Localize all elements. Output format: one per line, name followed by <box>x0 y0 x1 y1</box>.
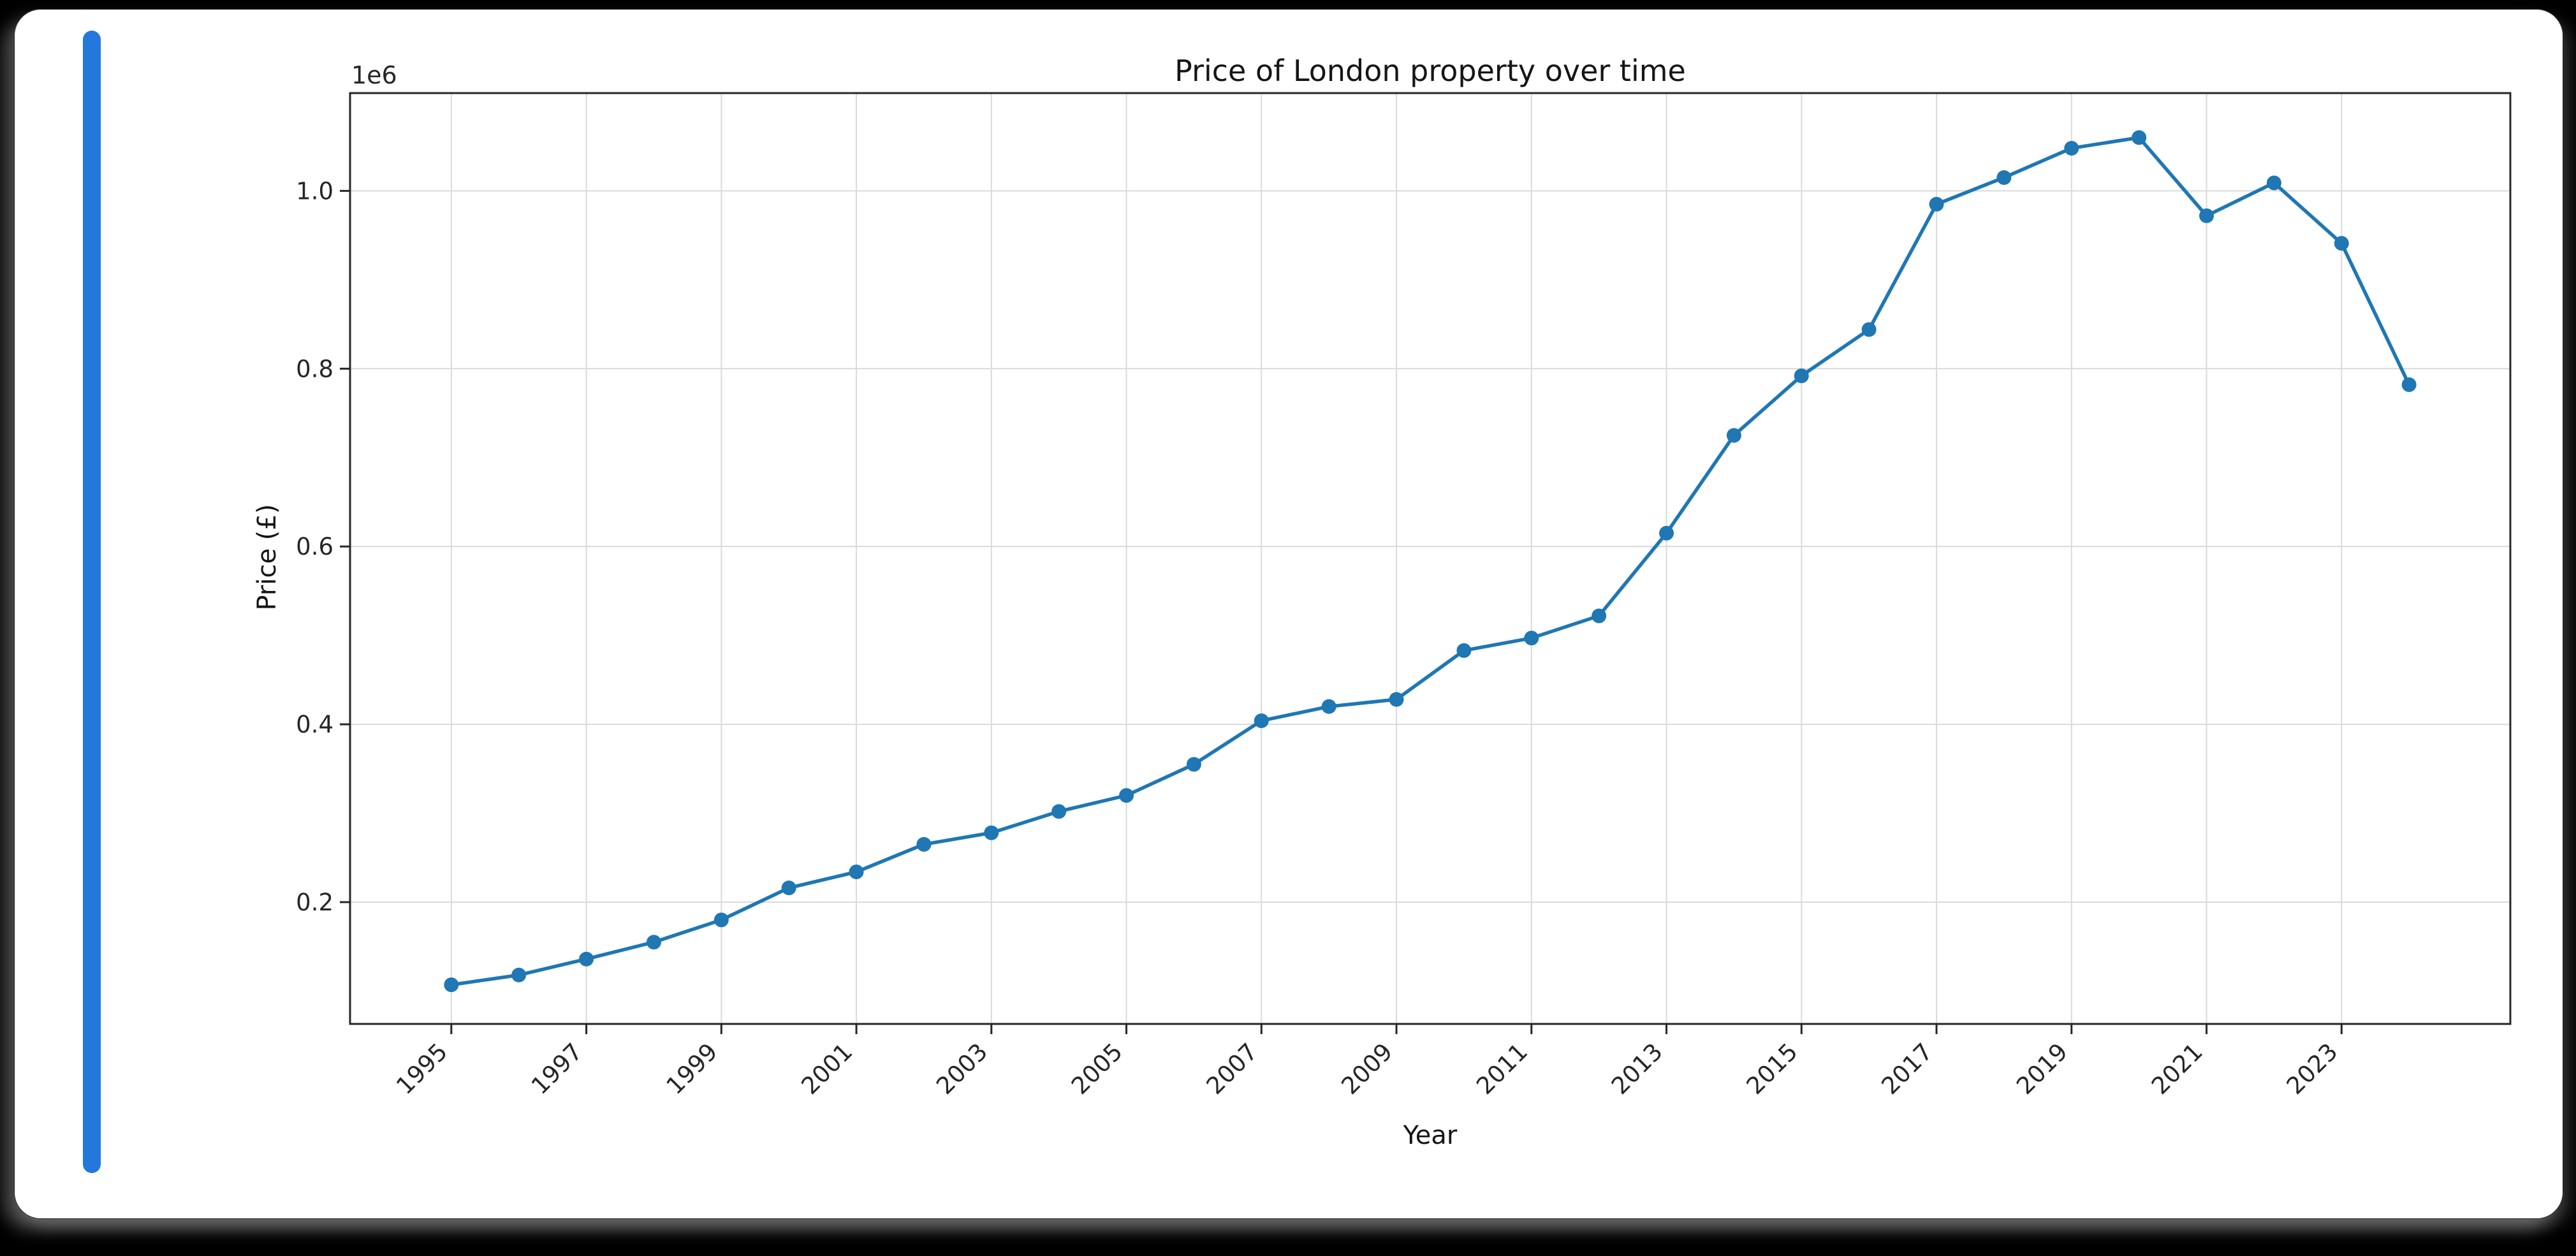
data-point <box>2334 236 2349 251</box>
y-tick-label: 0.2 <box>296 889 333 916</box>
data-point <box>2266 175 2281 191</box>
data-point <box>849 865 864 880</box>
axis-ticks <box>340 189 2343 1034</box>
x-tick-label: 2003 <box>931 1038 993 1100</box>
app-window: 1995 1997 1999 2001 2003 2005 2007 2009 2011 2013… <box>14 9 2563 1219</box>
x-tick-label: 2007 <box>1201 1038 1263 1100</box>
x-axis-label: Year <box>1403 1121 1458 1150</box>
data-point <box>714 912 729 928</box>
data-point <box>646 935 661 950</box>
x-tick-label: 2001 <box>796 1038 858 1100</box>
data-point <box>984 825 999 840</box>
y-tick-label: 0.4 <box>296 711 333 738</box>
data-point <box>1659 525 1674 541</box>
data-point <box>781 880 796 896</box>
y-axis-offset-label: 1e6 <box>351 61 397 89</box>
data-point <box>579 951 594 967</box>
data-point <box>2064 140 2079 156</box>
y-axis-label: Price (£) <box>252 504 282 611</box>
data-point <box>1186 757 1201 772</box>
x-gridlines <box>450 93 2343 1024</box>
x-tick-label: 1999 <box>661 1038 723 1100</box>
x-tick-label: 2021 <box>2146 1038 2208 1100</box>
data-point <box>511 967 527 982</box>
data-point <box>1524 631 1539 646</box>
data-point <box>1929 196 1944 212</box>
data-point <box>1592 608 1607 624</box>
data-point <box>1254 713 1269 728</box>
data-point <box>2132 130 2147 145</box>
series-line <box>451 135 2411 987</box>
chart-figure: 1995 1997 1999 2001 2003 2005 2007 2009 2011 2013… <box>14 9 2563 1219</box>
data-point <box>1321 699 1336 714</box>
x-tick-label: 1997 <box>526 1038 588 1100</box>
y-gridlines <box>350 190 2510 903</box>
x-tick-label: 2017 <box>1876 1038 1938 1100</box>
x-tick-label: 2011 <box>1471 1038 1533 1100</box>
x-tick-label: 2013 <box>1606 1038 1668 1100</box>
data-point <box>1794 368 1809 383</box>
data-point <box>1456 643 1472 658</box>
x-tick-label: 2005 <box>1066 1038 1128 1100</box>
data-point <box>444 977 459 993</box>
plot-frame <box>349 92 2512 1025</box>
x-tick-label: 2023 <box>2281 1038 2343 1100</box>
x-tick-label: 2019 <box>2011 1038 2073 1100</box>
data-point <box>2401 377 2417 392</box>
data-point <box>1726 428 1741 443</box>
y-tick-label: 1.0 <box>296 177 333 205</box>
x-tick-label: 2015 <box>1741 1038 1803 1100</box>
data-point <box>1996 170 2012 185</box>
series-markers <box>444 130 2417 993</box>
left-scrollbar-accent[interactable] <box>83 31 101 1173</box>
data-point <box>1119 788 1134 803</box>
data-point <box>1389 692 1404 707</box>
data-point <box>916 836 932 852</box>
data-point <box>2199 208 2214 223</box>
data-point <box>1051 804 1067 819</box>
chart-canvas: 1995 1997 1999 2001 2003 2005 2007 2009 2011 2013… <box>296 92 2512 1100</box>
chart-title: Price of London property over time <box>1175 54 1686 88</box>
y-tick-label: 0.6 <box>296 533 333 560</box>
x-tick-label: 2009 <box>1336 1038 1398 1100</box>
y-tick-label: 0.8 <box>296 355 333 383</box>
data-point <box>1861 322 1877 337</box>
x-tick-label: 1995 <box>391 1038 453 1100</box>
